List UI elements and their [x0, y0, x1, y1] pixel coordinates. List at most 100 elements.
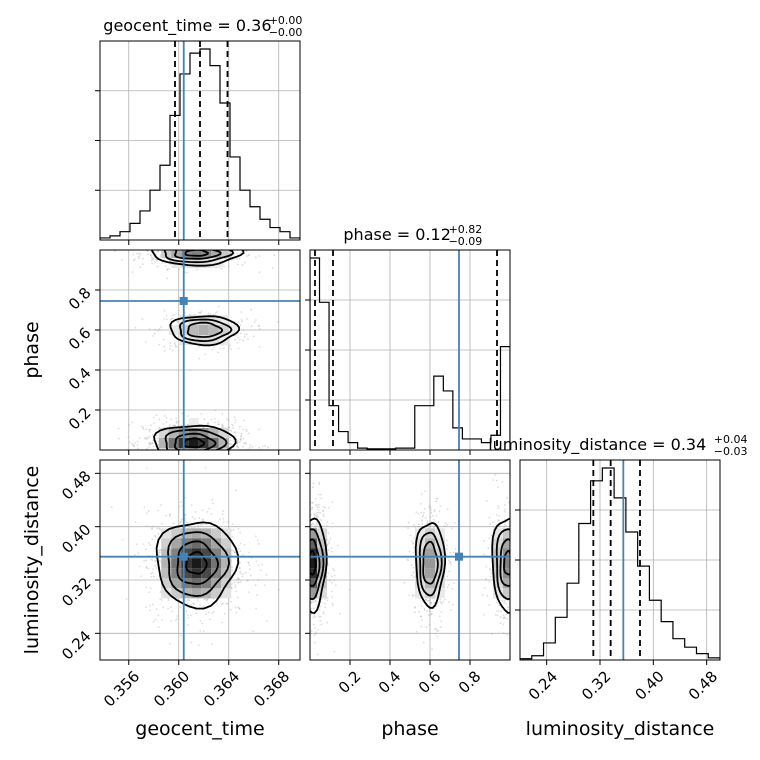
- density-cell: [198, 428, 209, 438]
- sample-point: [173, 451, 175, 453]
- sample-point: [202, 245, 204, 247]
- sample-point: [304, 566, 306, 568]
- sample-point: [199, 620, 202, 622]
- sample-point: [214, 409, 217, 412]
- sample-point: [507, 606, 509, 609]
- sample-point: [239, 581, 242, 583]
- sample-point: [302, 500, 304, 502]
- sample-point: [316, 504, 319, 507]
- sample-point: [148, 446, 150, 449]
- sample-point: [186, 415, 189, 417]
- sample-point: [166, 277, 169, 280]
- sample-point: [209, 618, 212, 621]
- sample-point: [512, 566, 514, 568]
- sample-point: [239, 542, 242, 545]
- sample-point: [408, 594, 410, 597]
- sample-point: [517, 599, 519, 601]
- sample-point: [169, 318, 172, 321]
- sample-point: [295, 543, 297, 545]
- histogram-panel-geocent_time: [95, 40, 301, 245]
- sample-point: [150, 259, 153, 262]
- sample-point: [170, 242, 172, 244]
- sample-point: [301, 631, 303, 633]
- sample-point: [217, 420, 220, 423]
- sample-point: [307, 549, 309, 551]
- sample-point: [326, 525, 328, 527]
- sample-point: [525, 561, 527, 563]
- sample-point: [446, 523, 448, 526]
- sample-point: [200, 310, 203, 313]
- sample-point: [258, 446, 261, 449]
- sample-point: [245, 428, 248, 431]
- density-cell: [503, 558, 510, 569]
- sample-point: [413, 594, 416, 597]
- sample-point: [518, 638, 520, 640]
- sample-point: [307, 564, 309, 566]
- sample-point: [163, 309, 166, 312]
- sample-point: [294, 553, 296, 555]
- sample-point: [154, 534, 157, 537]
- sample-point: [306, 523, 308, 525]
- sample-point: [199, 311, 202, 314]
- sample-point: [520, 580, 522, 582]
- density-cell: [188, 438, 199, 448]
- x-tick-label-phase: 0.8: [455, 667, 485, 697]
- sample-point: [443, 525, 446, 527]
- sample-point: [328, 542, 331, 545]
- contour-level-3: [151, 250, 245, 267]
- sample-point: [525, 544, 527, 546]
- title-plus-phase: +0.82: [449, 223, 483, 236]
- sample-point: [512, 546, 514, 548]
- sample-point: [332, 604, 334, 607]
- sample-point: [320, 623, 323, 626]
- density-cell: [211, 528, 222, 539]
- density-cell: [218, 315, 229, 325]
- sample-point: [506, 497, 509, 499]
- density-cell: [198, 448, 209, 450]
- sample-point: [145, 525, 148, 528]
- sample-point: [234, 584, 237, 587]
- sample-point: [157, 626, 160, 628]
- sample-point: [219, 454, 221, 456]
- density-panel-geocent_time_vs_phase: [95, 238, 301, 477]
- sample-point: [302, 553, 304, 555]
- sample-point: [437, 629, 440, 632]
- sample-point: [251, 445, 254, 448]
- sample-point: [302, 604, 304, 606]
- sample-point: [313, 600, 316, 603]
- sample-point: [152, 244, 154, 246]
- sample-point: [139, 252, 142, 255]
- sample-point: [510, 554, 512, 556]
- sample-point: [151, 559, 154, 561]
- sample-point: [495, 601, 498, 604]
- sample-point: [411, 593, 414, 596]
- sample-point: [515, 561, 517, 563]
- panel-frame: [99, 459, 301, 661]
- sample-point: [423, 609, 426, 611]
- sample-point: [150, 256, 153, 259]
- sample-point: [527, 528, 529, 530]
- sample-point: [511, 518, 513, 520]
- sample-point: [513, 551, 515, 553]
- density-cell: [158, 438, 169, 448]
- y-tick-label-phase: 0.4: [65, 364, 95, 394]
- sample-point: [440, 601, 442, 604]
- sample-point: [417, 525, 419, 528]
- sample-point: [161, 475, 163, 477]
- sample-point: [513, 546, 515, 548]
- sample-point: [305, 560, 307, 562]
- sample-point: [174, 238, 176, 240]
- sample-point: [304, 564, 306, 566]
- sample-point: [308, 540, 310, 542]
- sample-point: [221, 513, 224, 516]
- sample-point: [429, 509, 432, 511]
- sample-point: [211, 502, 214, 505]
- sample-point: [327, 563, 329, 566]
- sample-point: [242, 244, 244, 246]
- sample-point: [235, 489, 237, 492]
- sample-point: [261, 450, 263, 452]
- sample-point: [210, 418, 213, 421]
- sample-point: [223, 451, 225, 453]
- sample-point: [319, 615, 322, 618]
- sample-point: [190, 241, 192, 243]
